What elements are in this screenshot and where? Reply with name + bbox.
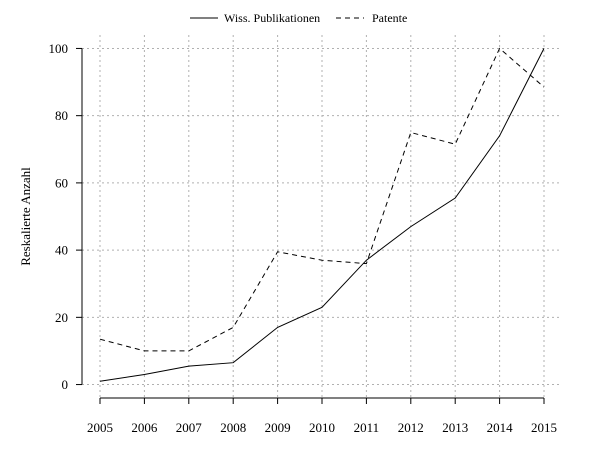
x-tick-label: 2010 [309, 420, 335, 435]
y-tick-label: 0 [62, 377, 69, 392]
axes [81, 48, 544, 399]
x-tick-label: 2009 [265, 420, 291, 435]
x-tick-label: 2012 [398, 420, 424, 435]
x-tick-label: 2005 [87, 420, 113, 435]
legend-label: Patente [372, 11, 407, 25]
y-tick-label: 40 [55, 243, 68, 258]
x-tick-label: 2014 [487, 420, 514, 435]
x-axis-ticks: 2005 2006 2007 2008 2009 2010 2011 2012 2013 2014… [87, 398, 557, 435]
series-lines [99, 47, 545, 382]
x-tick-label: 2006 [131, 420, 158, 435]
grid-lines [82, 35, 562, 398]
y-axis-ticks: 0 20 40 60 80 100 [49, 41, 82, 392]
legend-label: Wiss. Publikationen [224, 11, 320, 25]
series-line-patente [99, 47, 545, 352]
x-tick-label: 2007 [176, 420, 203, 435]
y-tick-label: 60 [55, 175, 68, 190]
x-tick-label: 2008 [220, 420, 246, 435]
x-tick-label: 2013 [442, 420, 468, 435]
series-line-publikationen [99, 48, 545, 382]
y-tick-label: 100 [49, 41, 69, 56]
y-axis-title: Reskalierte Anzahl [18, 167, 33, 266]
x-tick-label: 2015 [531, 420, 557, 435]
x-tick-label: 2011 [354, 420, 380, 435]
y-tick-label: 80 [55, 108, 68, 123]
y-tick-label: 20 [55, 310, 68, 325]
legend: Wiss. Publikationen Patente [190, 11, 407, 25]
